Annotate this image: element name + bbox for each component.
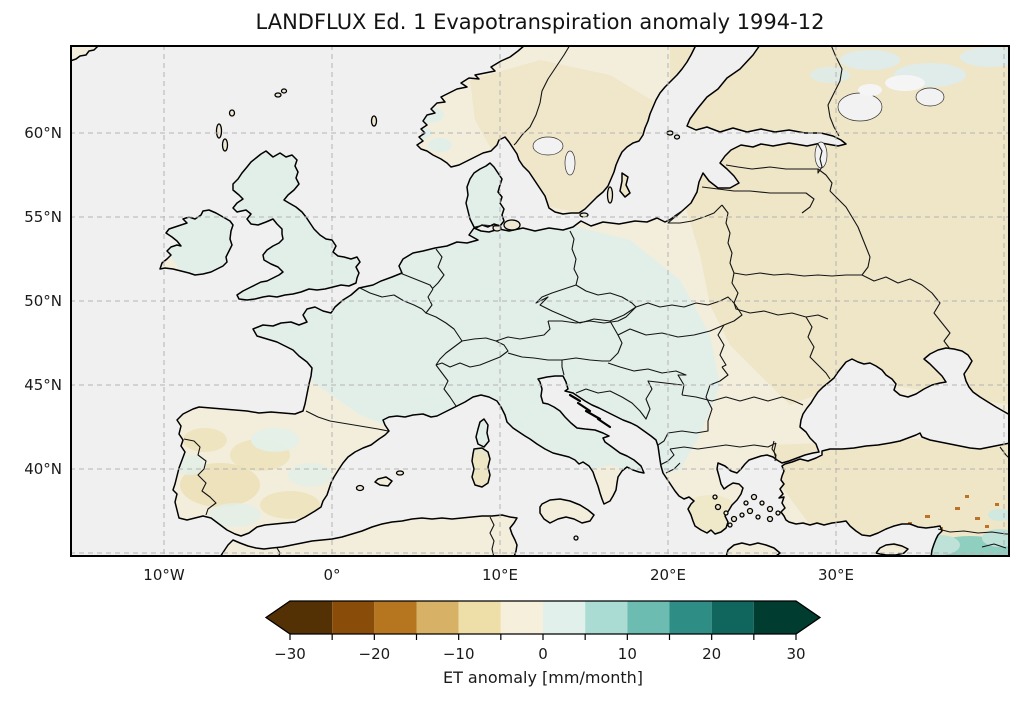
colorbar-ticks bbox=[289, 634, 797, 640]
colorbar-segments bbox=[266, 601, 820, 634]
colorbar-tick-labels: −30 −20 −10 0 10 20 30 bbox=[274, 645, 805, 663]
plot-frame bbox=[70, 45, 1010, 557]
y-tick-50n: 50°N bbox=[24, 292, 62, 310]
map-canvas bbox=[69, 44, 1011, 558]
x-tick-10w: 10°W bbox=[143, 566, 185, 584]
cb-tick-10: 10 bbox=[618, 645, 637, 663]
cb-tick-30: 30 bbox=[786, 645, 805, 663]
y-tick-55n: 55°N bbox=[24, 208, 62, 226]
y-tick-40n: 40°N bbox=[24, 460, 62, 478]
country-borders bbox=[183, 44, 1011, 558]
x-tick-0: 0° bbox=[323, 566, 341, 584]
page-title: LANDFLUX Ed. 1 Evapotranspiration anomal… bbox=[255, 10, 825, 34]
lakes bbox=[532, 75, 945, 176]
adriatic-islands bbox=[568, 393, 612, 429]
x-tick-30e: 30°E bbox=[817, 566, 855, 584]
cb-tick-m10: −10 bbox=[443, 645, 475, 663]
colorbar-label: ET anomaly [mm/month] bbox=[443, 668, 643, 687]
map-plot bbox=[69, 44, 1011, 558]
cb-tick-m20: −20 bbox=[359, 645, 391, 663]
cb-tick-m30: −30 bbox=[274, 645, 306, 663]
y-tick-60n: 60°N bbox=[24, 124, 62, 142]
x-tick-10e: 10°E bbox=[481, 566, 519, 584]
y-tick-45n: 45°N bbox=[24, 376, 62, 394]
gridlines bbox=[70, 45, 1010, 557]
cb-tick-20: 20 bbox=[702, 645, 721, 663]
small-islands bbox=[215, 88, 781, 541]
x-tick-20e: 20°E bbox=[649, 566, 687, 584]
cb-tick-0: 0 bbox=[538, 645, 548, 663]
colorbar: −30 −20 −10 0 10 20 30 ET anomaly [mm/mo… bbox=[264, 600, 822, 687]
